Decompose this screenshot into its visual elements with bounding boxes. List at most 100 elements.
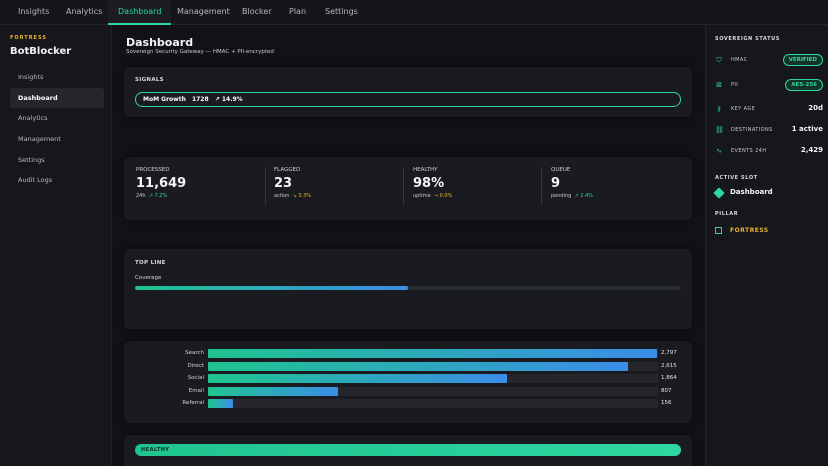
signals-label: SIGNALS xyxy=(135,77,164,83)
stat-delta: ↘ 3.3% xyxy=(292,193,312,199)
bar-track xyxy=(208,374,658,383)
bar-label: Direct xyxy=(187,362,204,369)
sidebar-item-insights[interactable]: Insights xyxy=(18,73,44,81)
stat-value: 98% xyxy=(413,176,445,191)
bar-social xyxy=(208,374,508,383)
sidebar-item-management[interactable]: Management xyxy=(18,135,61,143)
page-title: Dashboard xyxy=(126,36,194,49)
stat-healthy: HEALTHY 98% uptime → 0.0% xyxy=(413,167,543,199)
tab-management[interactable]: Management xyxy=(177,7,230,16)
top-line-card: TOP LINE Coverage xyxy=(124,249,692,329)
status-key: DESTINATIONS xyxy=(731,127,773,133)
stat-label: HEALTHY xyxy=(413,167,438,173)
status-row-pii: ⊠ PII AES-256 xyxy=(715,79,823,93)
status-badge: VERIFIED xyxy=(782,54,823,66)
stat-queue: QUEUE 9 pending ↗ 2.4% xyxy=(551,167,681,199)
sidebar-item-audit-logs[interactable]: Audit Logs xyxy=(18,176,53,184)
stat-value: 9 xyxy=(551,176,561,191)
coverage-label: Coverage xyxy=(135,275,162,281)
stat-delta: ↗ 7.2% xyxy=(148,193,168,199)
status-panel-title: SOVEREIGN STATUS xyxy=(715,36,780,42)
page-subtitle: Sovereign Security Gateway — HMAC + PII-… xyxy=(126,49,274,55)
tab-insights[interactable]: Insights xyxy=(18,7,50,16)
status-value: 20d xyxy=(808,104,823,112)
divider xyxy=(403,167,404,205)
sidebar-item-analytics[interactable]: Analytics xyxy=(18,114,48,122)
tab-blocker[interactable]: Blocker xyxy=(242,7,272,16)
bar-value: 807 xyxy=(661,387,672,394)
status-key: HMAC xyxy=(731,57,748,63)
stat-delta: → 0.0% xyxy=(433,193,453,199)
divider xyxy=(541,167,542,205)
tab-analytics[interactable]: Analytics xyxy=(66,7,103,16)
stats-card: PROCESSED 11,649 24h ↗ 7.2% FLAGGED 23 a… xyxy=(124,157,692,220)
bar-label: Social xyxy=(187,375,204,381)
signal-pill[interactable]: MoM Growth 1728 ↗ 14.9% xyxy=(135,92,681,107)
bar-email xyxy=(208,386,338,396)
bar-value: 1,864 xyxy=(661,375,677,381)
active-slot-title: ACTIVE SLOT xyxy=(715,175,758,181)
pulse-icon: ∿ xyxy=(716,147,722,155)
brand-name: BotBlocker xyxy=(10,46,72,57)
stat-foot: action ↘ 3.3% xyxy=(274,193,312,199)
tab-settings[interactable]: Settings xyxy=(325,7,358,16)
stat-processed: PROCESSED 11,649 24h ↗ 7.2% xyxy=(136,167,266,199)
stat-foot: uptime → 0.0% xyxy=(413,193,453,199)
status-row-hmac: ⛉ HMAC VERIFIED xyxy=(715,54,823,68)
key-icon: ⚷ xyxy=(716,105,722,113)
bar-label: Referral xyxy=(182,400,204,406)
bar-track xyxy=(208,349,658,358)
signal-value: 1728 xyxy=(191,96,209,103)
stat-foot: pending ↗ 2.4% xyxy=(551,193,593,199)
stat-label: PROCESSED xyxy=(136,167,170,173)
status-row-destinations: ⛓ DESTINATIONS 1 active xyxy=(715,124,823,138)
top-line-label: TOP LINE xyxy=(135,260,166,266)
link-icon: ⛓ xyxy=(715,126,724,134)
bar-track xyxy=(208,361,658,371)
sidebar-item-dashboard[interactable]: Dashboard xyxy=(10,88,104,108)
bar-track xyxy=(208,399,658,408)
sidebar: FORTRESS BotBlocker Insights Dashboard A… xyxy=(0,25,112,466)
top-nav: Insights Analytics Dashboard Management … xyxy=(0,0,828,25)
stat-value: 23 xyxy=(274,176,293,191)
status-row-events: ∿ EVENTS 24H 2,429 xyxy=(715,145,823,159)
status-panel: SOVEREIGN STATUS ⛉ HMAC VERIFIED ⊠ PII A… xyxy=(705,25,828,466)
bar-value: 156 xyxy=(661,400,672,406)
divider xyxy=(265,167,266,205)
tab-plan[interactable]: Plan xyxy=(289,7,307,16)
signal-delta: ↗ 14.9% xyxy=(214,96,243,103)
sources-bar-chart: Search 2,797 Direct 2,615 Social 1,864 Email 80… xyxy=(124,341,692,423)
brand-tag: FORTRESS xyxy=(10,35,47,41)
pillar-name: FORTRESS xyxy=(730,227,769,234)
tab-dashboard[interactable]: Dashboard xyxy=(108,0,172,25)
status-key: KEY AGE xyxy=(731,106,756,112)
shield-icon: ⛉ xyxy=(716,56,722,64)
stat-foot: 24h ↗ 7.2% xyxy=(136,193,168,199)
sources-card: Search 2,797 Direct 2,615 Social 1,864 Email 80… xyxy=(124,341,692,423)
bar-referral xyxy=(208,399,234,408)
bar-label: Email xyxy=(188,387,204,394)
sidebar-item-settings[interactable]: Settings xyxy=(18,156,45,164)
bar-value: 2,797 xyxy=(661,350,677,356)
active-slot-name[interactable]: Dashboard xyxy=(730,188,773,196)
status-value: 2,429 xyxy=(800,146,823,154)
health-bar: HEALTHY xyxy=(135,444,681,456)
status-value: 1 active xyxy=(791,125,823,133)
stat-flagged: FLAGGED 23 action ↘ 3.3% xyxy=(274,167,404,199)
pillar-icon xyxy=(715,227,722,234)
signals-card: SIGNALS MoM Growth 1728 ↗ 14.9% xyxy=(124,67,692,117)
status-key: PII xyxy=(731,82,739,88)
diamond-icon xyxy=(713,187,725,199)
status-badge: AES-256 xyxy=(785,79,823,91)
main-content: Dashboard Sovereign Security Gateway — H… xyxy=(113,25,704,466)
coverage-fill xyxy=(135,286,408,290)
stat-delta: ↗ 2.4% xyxy=(574,193,593,199)
bar-track xyxy=(208,386,658,396)
bar-direct xyxy=(208,361,628,371)
bar-label: Search xyxy=(185,350,204,356)
bar-search xyxy=(208,349,658,358)
bar-value: 2,615 xyxy=(661,362,677,369)
status-key: EVENTS 24H xyxy=(731,148,767,154)
signal-name: MoM Growth xyxy=(143,96,186,103)
stat-value: 11,649 xyxy=(136,176,187,191)
